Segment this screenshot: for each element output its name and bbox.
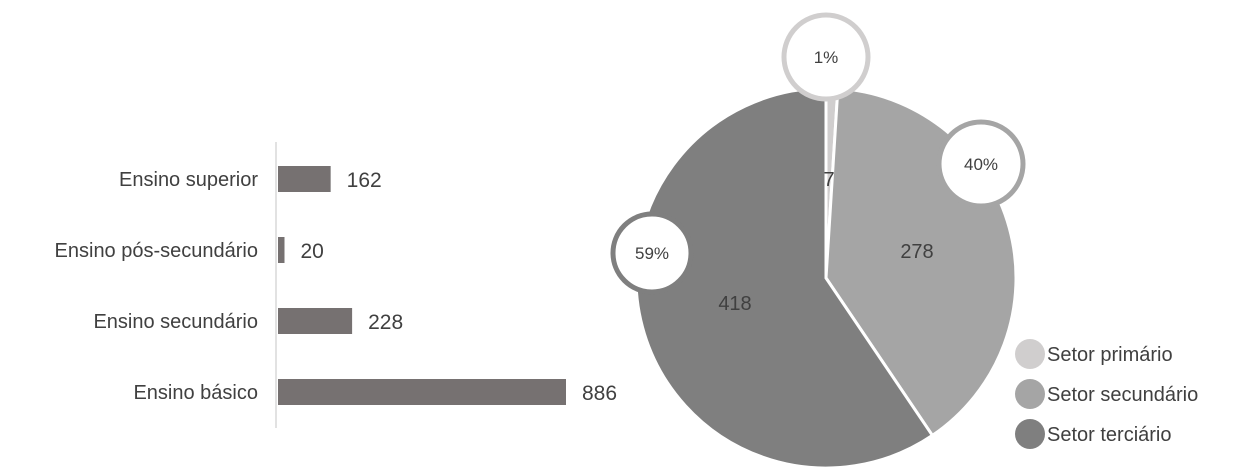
legend-label-setor-secundario: Setor secundário [1047, 384, 1198, 406]
bar-value-label-ensino-superior: 162 [347, 169, 382, 192]
bar-value-label-ensino-basico: 886 [582, 382, 617, 405]
sector-pie-chart: 7 278 418 1% 40% 59% [610, 12, 1026, 470]
bar-value-label-ensino-pos-secundario: 20 [301, 240, 324, 263]
legend-label-setor-primario: Setor primário [1047, 344, 1173, 366]
pie-percent-label-setor-terciario: 59% [635, 244, 669, 263]
bar-category-label-ensino-pos-secundario: Ensino pós-secundário [55, 240, 258, 262]
legend-swatch-setor-secundario [1015, 379, 1045, 409]
bar-ensino-pos-secundario [278, 237, 285, 263]
bar-category-label-ensino-basico: Ensino básico [133, 382, 258, 404]
bar-value-label-ensino-secundario: 228 [368, 311, 403, 334]
pie-value-label-setor-secundario: 278 [900, 241, 933, 263]
bar-ensino-secundario [278, 308, 353, 334]
pie-percent-label-setor-primario: 1% [814, 48, 839, 67]
education-bar-chart: Ensino superior 162 Ensino pós-secundário 2… [55, 142, 617, 428]
legend-label-setor-terciario: Setor terciário [1047, 424, 1172, 446]
legend-swatch-setor-terciario [1015, 419, 1045, 449]
pie-slice-setor-terciario [634, 86, 935, 470]
pie-value-label-setor-primario: 7 [823, 169, 834, 191]
pie-percent-label-setor-secundario: 40% [964, 155, 998, 174]
legend-swatch-setor-primario [1015, 339, 1045, 369]
bar-category-label-ensino-secundario: Ensino secundário [93, 311, 258, 333]
pie-percent-bubble-setor-primario [781, 12, 871, 102]
pie-percent-bubble-setor-terciario [610, 211, 694, 295]
bar-category-label-ensino-superior: Ensino superior [119, 169, 258, 191]
bar-ensino-superior [278, 166, 331, 192]
pie-legend: Setor primário Setor secundário Setor terc… [1015, 339, 1198, 449]
pie-value-label-setor-terciario: 418 [718, 293, 751, 315]
pie-percent-bubble-setor-secundario [936, 119, 1026, 209]
bar-ensino-basico [278, 379, 566, 405]
